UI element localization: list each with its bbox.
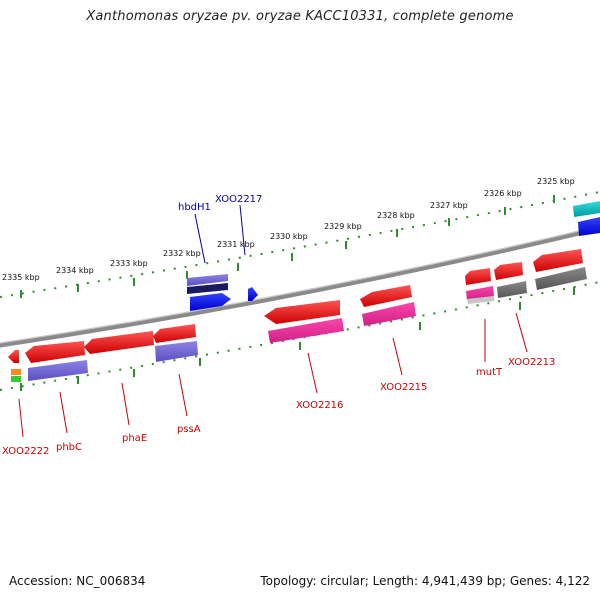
scale-ring-outer (0, 191, 600, 298)
gene-label-XOO2213: XOO2213 (508, 357, 555, 368)
gene-label-XOO2217: XOO2217 (215, 194, 262, 205)
gene-XOO2213 (494, 262, 523, 280)
scale-label: 2328 kbp (377, 211, 415, 220)
reverse-genes (8, 324, 198, 382)
gene-label-mutT: mutT (476, 367, 503, 378)
scale-label: 2325 kbp (537, 177, 575, 186)
gene-XOO2222 (8, 350, 19, 363)
gene-right-red (533, 249, 583, 272)
forward-genes (187, 201, 600, 343)
scale-label: 2329 kbp (324, 222, 362, 231)
scale-label: 2333 kbp (110, 259, 148, 268)
gene-teal-edge (573, 201, 600, 217)
scale-label: 2335 kbp (2, 273, 40, 282)
gene-phaE (84, 331, 154, 354)
gene-label-XOO2216: XOO2216 (296, 400, 343, 411)
scale-label: 2327 kbp (430, 201, 468, 210)
scale-label: 2326 kbp (484, 189, 522, 198)
gene-phbC (25, 341, 85, 363)
gene-mutT (465, 268, 491, 285)
gene-blue-arrow (190, 293, 231, 311)
gene-XOO2215 (360, 285, 412, 307)
map-title: Xanthomonas oryzae pv. oryzae KACC10331,… (86, 9, 514, 24)
gene-label-hbdH1: hbdH1 (178, 202, 211, 213)
gene-label-XOO2222: XOO2222 (2, 446, 49, 457)
scale-label: 2330 kbp (270, 232, 308, 241)
gene-label-phbC: phbC (56, 442, 82, 453)
genome-backbone (0, 225, 600, 348)
gene-pssA (153, 324, 196, 343)
scale-label: 2331 kbp (217, 240, 255, 249)
gene-label-pssA: pssA (177, 424, 201, 435)
scale-label: 2334 kbp (56, 266, 94, 275)
scale-label: 2332 kbp (163, 249, 201, 258)
gene-label-XOO2215: XOO2215 (380, 382, 427, 393)
label-leaders (18, 204, 528, 438)
gene-hbdH1 (187, 274, 228, 286)
gene-XOO2216 (264, 300, 340, 324)
accession-text: Accession: NC_006834 (9, 574, 146, 588)
scale-major-ticks (20, 195, 575, 391)
gene-label-phaE: phaE (122, 433, 147, 444)
topology-text: Topology: circular; Length: 4,941,439 bp… (260, 574, 590, 588)
gene-XOO2217 (248, 287, 258, 301)
